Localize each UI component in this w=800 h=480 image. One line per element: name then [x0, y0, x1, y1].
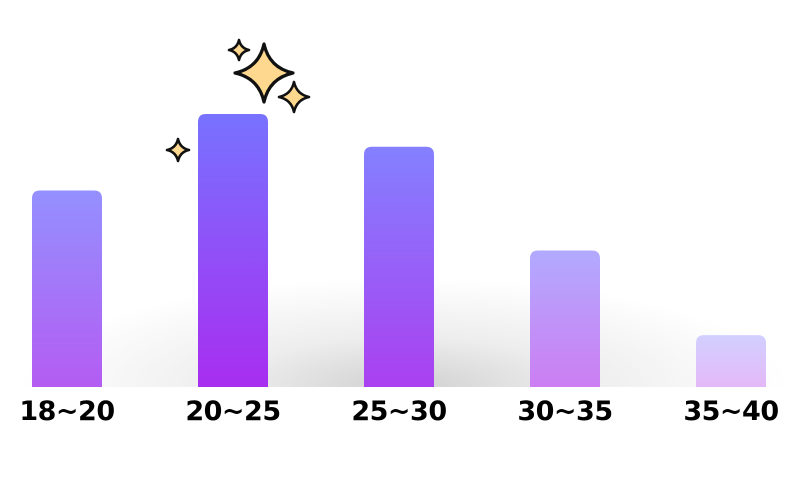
- x-tick-label: 30~35: [517, 396, 613, 427]
- sparkle-small-icon: [165, 137, 191, 163]
- x-tick-label: 20~25: [185, 396, 281, 427]
- bar-25~30: [364, 146, 434, 387]
- sparkles-icon: [165, 38, 311, 163]
- x-tick-label: 25~30: [351, 396, 447, 427]
- sparkle-small-icon: [227, 38, 251, 62]
- bar-18~20: [32, 190, 102, 387]
- bar-20~25: [198, 114, 268, 387]
- bar-30~35: [530, 250, 600, 387]
- sparkle-medium-icon: [277, 80, 311, 114]
- bar-35~40: [696, 335, 766, 387]
- x-tick-label: 18~20: [19, 396, 115, 427]
- sparkle-large-icon: [233, 42, 295, 104]
- x-tick-label: 35~40: [683, 396, 779, 427]
